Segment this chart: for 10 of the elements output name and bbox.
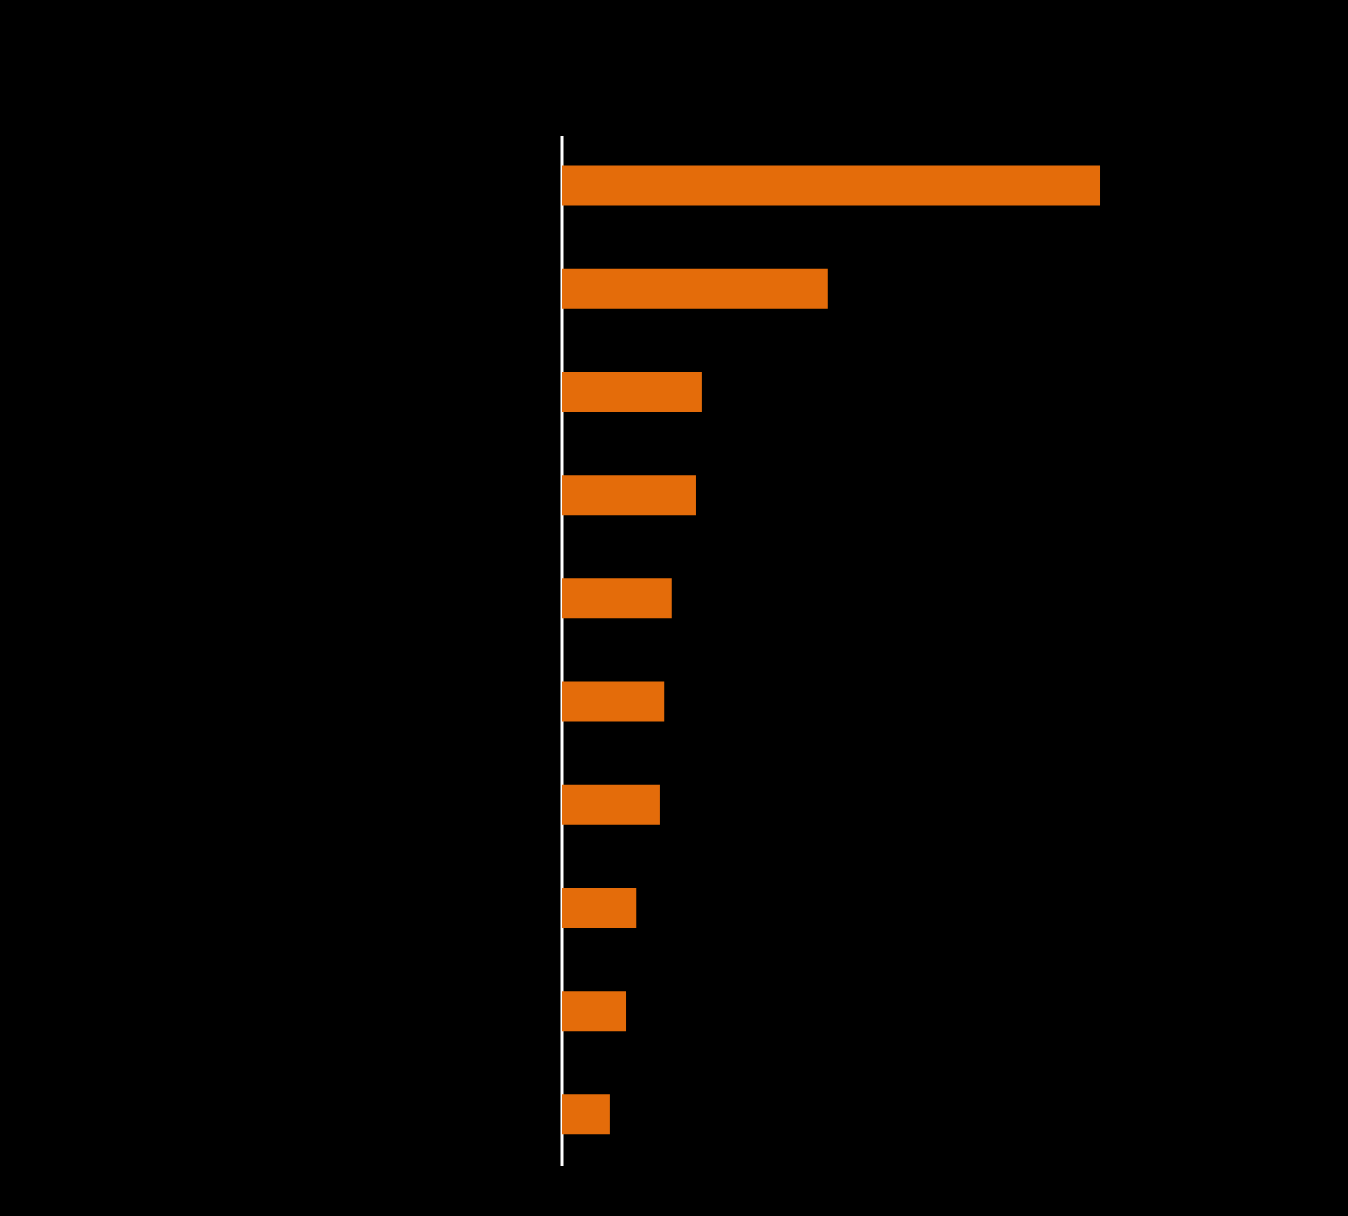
bar [562,268,828,309]
bar [562,784,660,825]
bar [562,1094,610,1135]
bar [562,887,637,928]
bar [562,475,696,516]
bar [562,991,627,1032]
bar [562,578,672,619]
bar [562,165,1101,206]
bar [562,371,702,412]
bar [562,681,665,722]
